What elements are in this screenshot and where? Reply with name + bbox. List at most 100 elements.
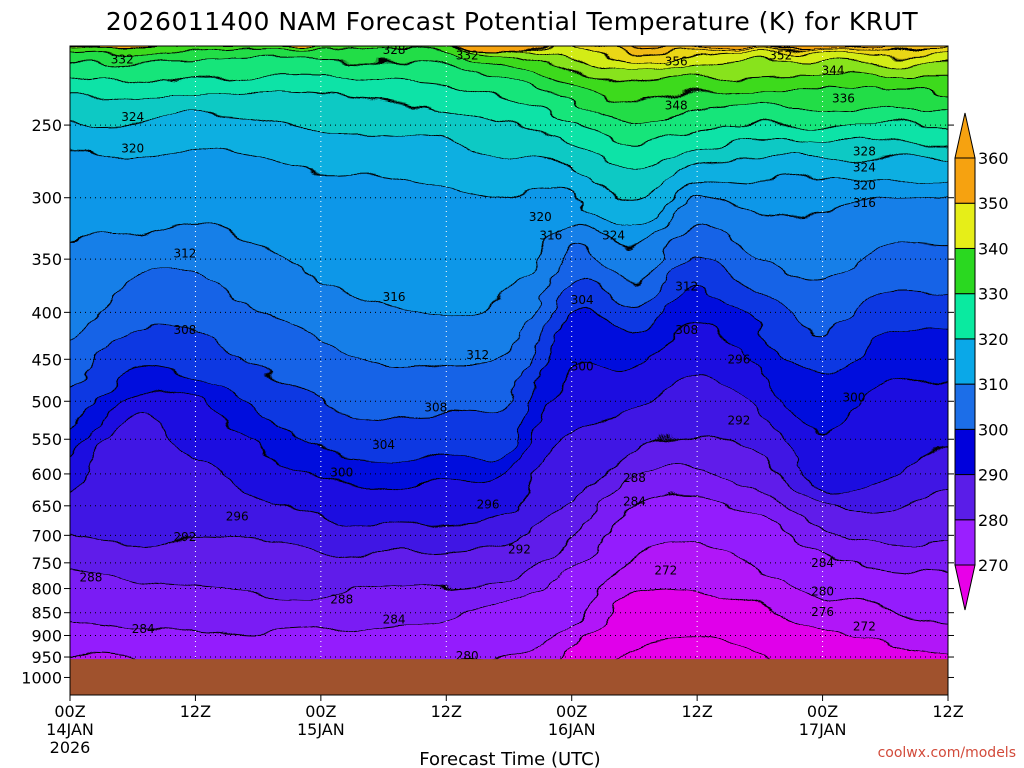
contour-label: 296 <box>477 498 500 512</box>
colorbar-label: 280 <box>978 511 1009 530</box>
contour-labels: 332 328 332 356 352 348 344 336 324 320 328 324 320 3… <box>79 43 876 663</box>
contour-label: 288 <box>330 592 353 606</box>
contour-label: 284 <box>811 556 834 570</box>
colorbar-swatch <box>954 474 976 521</box>
y-tick-label: 300 <box>31 189 62 208</box>
y-tick-label: 1000 <box>21 668 62 687</box>
y-tick-label: 500 <box>31 392 62 411</box>
colorbar-label: 310 <box>978 375 1009 394</box>
colorbar-label: 300 <box>978 420 1009 439</box>
contour-label: 344 <box>822 63 845 77</box>
band-356 <box>70 46 948 54</box>
contour-label: 288 <box>79 570 102 584</box>
contour-296 <box>70 376 948 526</box>
contour-label: 312 <box>466 348 489 362</box>
y-tick-label: 800 <box>31 580 62 599</box>
colorbar-legend: 270 280 290 300 310 320 330 340 350 360 <box>954 112 1009 611</box>
colorbar-swatch <box>954 247 976 295</box>
contour-label: 308 <box>174 323 197 337</box>
contour-label: 352 <box>769 49 792 63</box>
y-tick-label: 750 <box>31 554 62 573</box>
colorbar-swatch <box>954 157 976 204</box>
band-352 <box>70 46 948 64</box>
contour-label: 320 <box>853 179 876 193</box>
contour-label: 320 <box>529 210 552 224</box>
contour-label: 292 <box>174 530 197 544</box>
contour-label: 304 <box>372 438 395 452</box>
contour-288 <box>70 464 948 597</box>
colorbar-swatch <box>954 519 976 566</box>
x-tick-date: 14JAN <box>46 720 94 739</box>
contour-label: 296 <box>226 510 249 524</box>
contour-label: 304 <box>571 293 594 307</box>
x-tick-label: 00Z <box>54 702 85 721</box>
contour-label: 332 <box>456 49 479 63</box>
contour-328 <box>70 91 948 171</box>
colorbar-label: 340 <box>978 239 1009 258</box>
contour-label: 284 <box>132 622 155 636</box>
x-tick-date: 15JAN <box>297 720 345 739</box>
contour-label: 276 <box>811 605 834 619</box>
contour-label: 292 <box>727 414 750 428</box>
contour-label: 324 <box>853 160 876 174</box>
contour-340 <box>70 49 948 103</box>
contour-label: 312 <box>174 246 197 260</box>
contour-308 <box>70 258 948 416</box>
contour-label: 316 <box>853 196 876 210</box>
colorbar-swatch <box>954 383 976 430</box>
y-tick-label: 950 <box>31 648 62 667</box>
contour-356 <box>70 46 948 55</box>
chart-title: 2026011400 NAM Forecast Potential Temper… <box>106 7 919 36</box>
contour-324 <box>70 116 948 199</box>
colorbar-label: 270 <box>978 556 1009 575</box>
contour-label: 328 <box>383 43 406 57</box>
contour-label: 300 <box>842 390 865 404</box>
potential-temperature-bands <box>70 46 948 695</box>
credit-link[interactable]: coolwx.com/models <box>878 745 1016 761</box>
y-axis: 250 300 350 400 450 500 550 600 650 700 750 800 850 9… <box>21 116 954 687</box>
contour-300 <box>70 321 948 486</box>
x-tick-label: 12Z <box>431 702 462 721</box>
y-tick-label: 400 <box>31 303 62 322</box>
x-tick-label: 00Z <box>807 702 838 721</box>
plot-area: 332 328 332 356 352 348 344 336 324 320 328 324 320 3… <box>70 43 948 695</box>
colorbar-swatch <box>954 293 976 340</box>
plot-frame <box>69 45 949 696</box>
x-tick-date: 16JAN <box>548 720 596 739</box>
grid-lines <box>70 46 948 695</box>
contour-label: 284 <box>383 613 406 627</box>
contour-label: 316 <box>539 229 562 243</box>
y-tick-label: 650 <box>31 497 62 516</box>
contour-304 <box>70 291 948 461</box>
contour-label: 292 <box>508 542 531 556</box>
contour-284 <box>70 492 948 637</box>
contour-label: 284 <box>623 494 646 508</box>
contour-336 <box>70 58 948 123</box>
contour-label: 272 <box>654 564 677 578</box>
x-tick-date: 17JAN <box>799 720 847 739</box>
contour-label: 300 <box>330 466 353 480</box>
colorbar-label: 360 <box>978 149 1009 168</box>
contour-label: 272 <box>853 620 876 634</box>
contour-312 <box>70 222 948 367</box>
y-tick-label: 250 <box>31 116 62 135</box>
contour-320 <box>70 147 948 224</box>
contour-label: 300 <box>571 359 594 373</box>
colorbar-top-cap <box>954 112 976 159</box>
contour-label: 348 <box>665 98 688 112</box>
y-tick-label: 550 <box>31 430 62 449</box>
contour-label: 332 <box>111 52 134 66</box>
contour-label: 356 <box>665 54 688 68</box>
contour-344 <box>70 46 948 86</box>
colorbar-label: 330 <box>978 285 1009 304</box>
colorbar-swatch <box>954 428 976 476</box>
contour-label: 312 <box>675 280 698 294</box>
terrain-below-ground <box>70 659 948 695</box>
colorbar-label: 320 <box>978 330 1009 349</box>
y-tick-label: 600 <box>31 465 62 484</box>
x-tick-label: 12Z <box>681 702 712 721</box>
x-tick-year: 2026 <box>50 738 91 757</box>
contour-label: 328 <box>853 144 876 158</box>
y-tick-label: 900 <box>31 626 62 645</box>
